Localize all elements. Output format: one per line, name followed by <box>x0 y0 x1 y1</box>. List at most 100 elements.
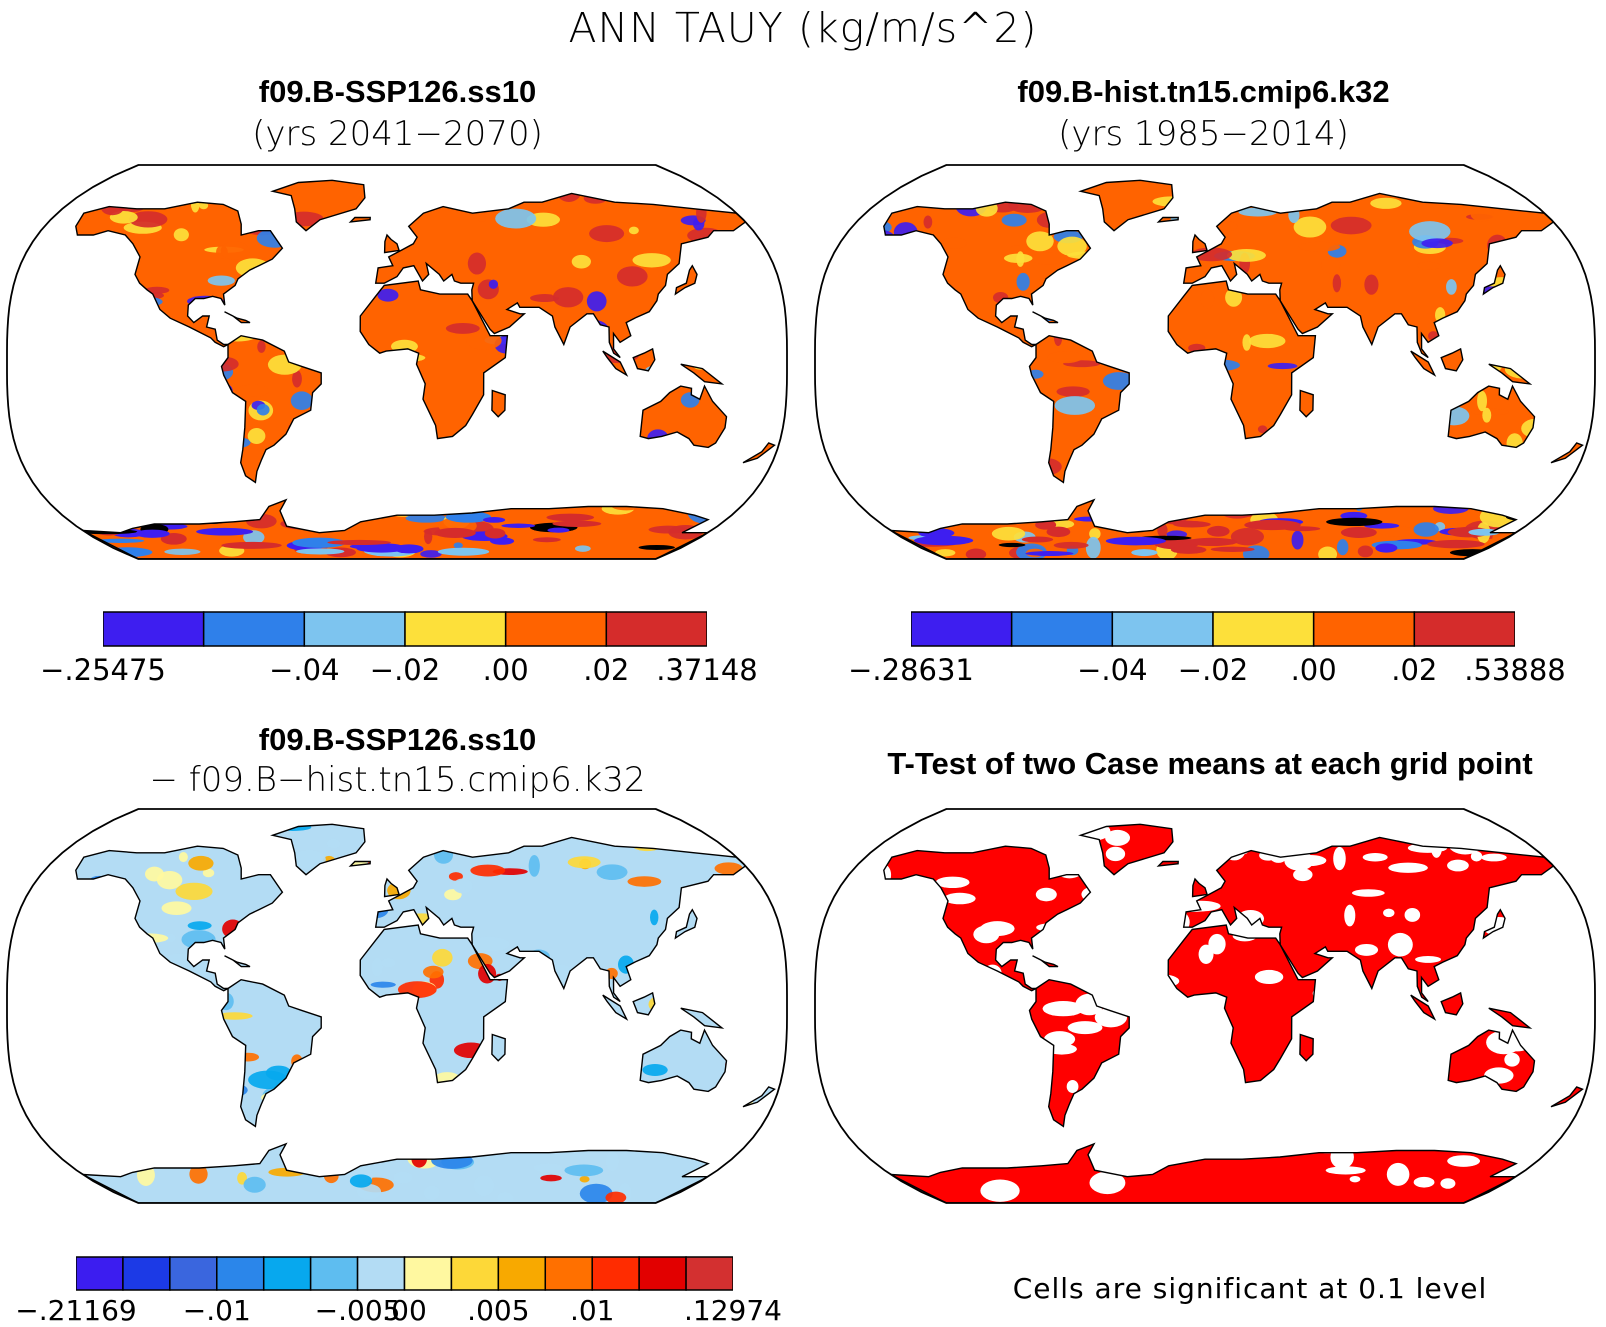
coastline-samerica <box>1028 334 1130 484</box>
colorbar-swatch-3 <box>404 611 507 647</box>
coastline-australia <box>639 1028 728 1093</box>
coastline-antarctica <box>890 498 1518 559</box>
coastline-madagascar <box>491 1033 506 1062</box>
coastline-namerica <box>883 845 1092 992</box>
colorbar-swatch-5 <box>605 611 707 647</box>
significance-note: Cells are significant at 0.1 level <box>1012 1272 1488 1305</box>
coastline-eurasia <box>374 192 747 359</box>
coastline-newguinea <box>680 363 725 385</box>
coastline-eurasia <box>1182 836 1555 1003</box>
colorbar-swatch-5 <box>309 1256 359 1291</box>
coastline-iceland <box>1156 860 1179 867</box>
coastline-africa <box>359 924 509 1084</box>
coastline-australia <box>1447 384 1536 449</box>
coastline-samerica <box>1028 978 1130 1128</box>
coastline-borneo <box>632 347 656 372</box>
coastline-namerica <box>75 201 284 348</box>
colorbar-swatch-10 <box>544 1256 593 1291</box>
panel1-title: f09.B-SSP126.ss10 <box>258 74 537 109</box>
panel3-title: f09.B-SSP126.ss10 <box>258 722 537 757</box>
colorbar-tick-label: −.02 <box>1177 653 1249 687</box>
coastline-uk <box>1191 877 1209 898</box>
colorbar-swatch-3 <box>216 1256 265 1291</box>
colorbar-swatch-13 <box>685 1256 733 1291</box>
coastline-madagascar <box>491 389 506 418</box>
coastline-africa <box>1167 924 1317 1084</box>
colorbar-tick-label: −.04 <box>269 653 340 687</box>
coastline-madagascar <box>1299 1033 1314 1062</box>
coastline-australia <box>1447 1028 1536 1093</box>
coastline-sumatra <box>1410 350 1437 377</box>
coastline-eurasia <box>1182 192 1555 359</box>
coastline-borneo <box>632 991 656 1016</box>
panel3-map <box>6 808 788 1204</box>
colorbar-swatch-4 <box>1312 611 1416 647</box>
coastline-iceland <box>1156 216 1179 223</box>
coastline-namerica <box>75 845 284 992</box>
colorbar-swatch-1 <box>122 1256 171 1291</box>
colorbar-swatch-4 <box>504 611 608 647</box>
coastline-uk <box>1191 233 1209 254</box>
coastline-islands <box>1032 311 1059 324</box>
colorbar-tick-label: .00 <box>382 1294 427 1327</box>
coastline-sumatra <box>1410 994 1437 1021</box>
colorbar-swatch-9 <box>497 1256 547 1291</box>
coastline-greenland <box>270 179 366 232</box>
coastline-madagascar <box>1299 389 1314 418</box>
coastline-newguinea <box>1488 1007 1533 1029</box>
colorbar-tick-label: .02 <box>1391 653 1438 687</box>
coastline-namerica <box>883 201 1092 348</box>
coastline-iceland <box>348 216 371 223</box>
colorbar-tick-label: −.02 <box>369 653 441 687</box>
coastline-eurasia <box>374 836 747 1003</box>
coastline-greenland <box>1078 179 1174 232</box>
panel1-colorbar: −.25475 −.04 −.02 .00 .02 .37148 <box>40 611 758 701</box>
colorbar-tick-label: .53888 <box>1464 653 1566 687</box>
coastline-borneo <box>1440 991 1464 1016</box>
coastline-newguinea <box>1488 363 1533 385</box>
coastline-japan <box>674 908 698 940</box>
panel4-title: T-Test of two Case means at each grid po… <box>887 746 1533 781</box>
coastline-samerica <box>220 978 322 1128</box>
colorbar-swatch-1 <box>202 611 306 647</box>
coastline-antarctica <box>82 498 710 559</box>
colorbar-tick-label: .00 <box>1290 653 1337 687</box>
colorbar-swatch-12 <box>638 1256 687 1291</box>
colorbar-swatch-6 <box>356 1256 406 1291</box>
panel3-colorbar: −.21169 −.01 −.005.00 .005 .01 .12974 <box>15 1256 782 1327</box>
coastline-africa <box>359 280 509 440</box>
coastline-nz <box>1550 442 1584 464</box>
colorbar-tick-label: .01 <box>569 1294 615 1327</box>
colorbar-swatch-2 <box>303 611 406 647</box>
colorbar-tick-label: .12974 <box>684 1294 782 1327</box>
coastline-greenland <box>270 823 366 876</box>
colorbar-swatch-4 <box>262 1256 312 1291</box>
colorbar-swatch-1 <box>1010 611 1114 647</box>
colorbar-tick-label: .00 <box>482 653 529 687</box>
colorbar-tick-label: −.005 <box>314 1294 401 1327</box>
coastline-islands <box>224 955 251 968</box>
panel2-subtitle: (yrs 1985−2014) <box>1058 114 1349 154</box>
figure-title: ANN TAUY (kg/m/s^2) <box>568 4 1038 52</box>
coastline-newguinea <box>680 1007 725 1029</box>
colorbar-swatch-2 <box>169 1256 218 1291</box>
colorbar-swatch-0 <box>911 611 1013 647</box>
colorbar-tick-label: −.25475 <box>40 653 166 687</box>
colorbar-tick-label: −.21169 <box>15 1294 137 1327</box>
coastline-uk <box>383 233 401 254</box>
coastline-islands <box>1032 955 1059 968</box>
panel3-subtitle: − f09.B−hist.tn15.cmip6.k32 <box>149 760 646 800</box>
map-frame <box>814 164 1596 560</box>
colorbar-tick-label: −.04 <box>1077 653 1148 687</box>
coastline-africa <box>1167 280 1317 440</box>
colorbar-tick-label: −.28631 <box>848 653 974 687</box>
panel1-map <box>6 164 788 560</box>
coastline-uk <box>383 877 401 898</box>
coastline-sumatra <box>602 994 629 1021</box>
coastline-japan <box>1482 264 1506 296</box>
panel2-title: f09.B-hist.tn15.cmip6.k32 <box>1017 74 1390 109</box>
coastline-nz <box>742 1086 776 1108</box>
panel4-map <box>814 808 1596 1204</box>
coastline-antarctica <box>890 1142 1518 1203</box>
map-frame <box>6 808 788 1204</box>
